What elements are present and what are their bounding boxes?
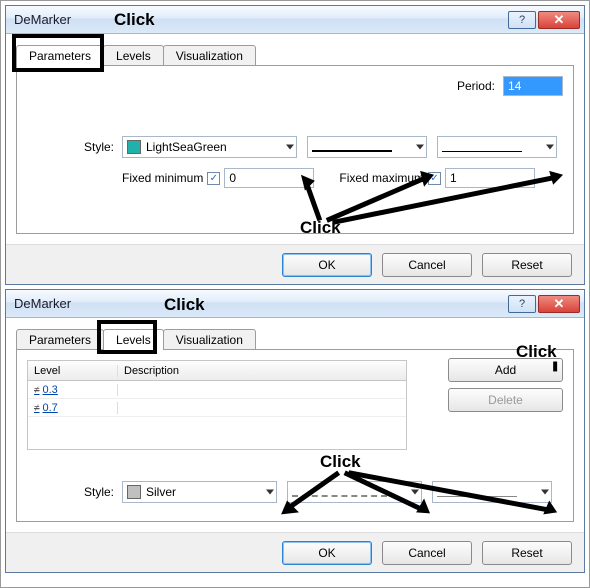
chevron-down-icon <box>411 490 419 495</box>
parameters-panel: Period: 14 Style: LightSeaGreen <box>16 65 574 234</box>
chevron-down-icon <box>416 145 424 150</box>
col-description: Description <box>118 365 406 377</box>
style-color-combo[interactable]: Silver <box>122 481 277 503</box>
tabs: Parameters Levels Visualization <box>16 44 574 65</box>
annotation-click: Click <box>300 218 341 238</box>
tab-parameters[interactable]: Parameters <box>16 45 104 66</box>
fixed-min-checkbox[interactable]: ✓ <box>207 172 220 185</box>
levels-panel: Level Description ≠0.3 ≠0.7 Add Delete S… <box>16 349 574 522</box>
col-level: Level <box>28 365 118 377</box>
period-label: Period: <box>443 79 503 93</box>
style-width-combo[interactable] <box>437 136 557 158</box>
reset-button[interactable]: Reset <box>482 253 572 277</box>
title-text: DeMarker <box>14 296 506 311</box>
color-name: Silver <box>146 485 176 499</box>
fixed-max-checkbox[interactable]: ✓ <box>428 172 441 185</box>
style-label: Style: <box>27 140 122 154</box>
period-input[interactable]: 14 <box>503 76 563 96</box>
cancel-button[interactable]: Cancel <box>382 253 472 277</box>
button-bar: OK Cancel Reset <box>6 532 584 572</box>
annotation-click: Click <box>164 295 205 315</box>
tab-levels[interactable]: Levels <box>103 329 164 350</box>
style-label: Style: <box>27 485 122 499</box>
help-button[interactable]: ? <box>508 11 536 29</box>
ok-button[interactable]: OK <box>282 541 372 565</box>
tab-visualization[interactable]: Visualization <box>163 45 256 66</box>
annotation-click: Click <box>114 10 155 30</box>
close-button[interactable]: ✕ <box>538 11 580 29</box>
dialog-levels: DeMarker ? ✕ Parameters Levels Visualiza… <box>5 289 585 573</box>
dialog-body: Parameters Levels Visualization Level De… <box>6 318 584 532</box>
chevron-down-icon <box>266 490 274 495</box>
table-row[interactable]: ≠0.3 <box>28 381 406 399</box>
fixed-max-label: Fixed maximum <box>339 171 424 185</box>
help-button[interactable]: ? <box>508 295 536 313</box>
dialog-parameters: DeMarker ? ✕ Parameters Levels Visualiza… <box>5 5 585 285</box>
tab-parameters[interactable]: Parameters <box>16 329 104 350</box>
titlebar: DeMarker ? ✕ <box>6 290 584 318</box>
fixed-min-label: Fixed minimum <box>122 171 203 185</box>
delete-button[interactable]: Delete <box>448 388 563 412</box>
fixed-min-input[interactable]: 0 <box>224 168 314 188</box>
level-value: 0.7 <box>43 402 58 414</box>
annotation-click: Click <box>320 452 361 472</box>
period-value: 14 <box>508 79 521 93</box>
style-width-combo[interactable] <box>432 481 552 503</box>
title-text: DeMarker <box>14 12 506 27</box>
cancel-button[interactable]: Cancel <box>382 541 472 565</box>
table-header: Level Description <box>28 361 406 381</box>
side-buttons: Add Delete <box>448 358 563 412</box>
color-swatch <box>127 140 141 154</box>
dialog-body: Parameters Levels Visualization Period: … <box>6 34 584 244</box>
annotation-click: Click <box>516 342 557 362</box>
fixed-max-value: 1 <box>450 171 457 185</box>
fixed-min-value: 0 <box>229 171 236 185</box>
chevron-down-icon <box>286 145 294 150</box>
chevron-down-icon <box>546 145 554 150</box>
close-button[interactable]: ✕ <box>538 295 580 313</box>
reset-button[interactable]: Reset <box>482 541 572 565</box>
tab-visualization[interactable]: Visualization <box>163 329 256 350</box>
ok-button[interactable]: OK <box>282 253 372 277</box>
titlebar: DeMarker ? ✕ <box>6 6 584 34</box>
style-line-combo[interactable] <box>307 136 427 158</box>
style-color-combo[interactable]: LightSeaGreen <box>122 136 297 158</box>
level-value: 0.3 <box>43 384 58 396</box>
fixed-max-input[interactable]: 1 <box>445 168 535 188</box>
color-name: LightSeaGreen <box>146 140 227 154</box>
color-swatch <box>127 485 141 499</box>
table-row[interactable]: ≠0.7 <box>28 399 406 417</box>
tabs: Parameters Levels Visualization <box>16 328 574 349</box>
button-bar: OK Cancel Reset <box>6 244 584 284</box>
tab-levels[interactable]: Levels <box>103 45 164 66</box>
levels-table: Level Description ≠0.3 ≠0.7 <box>27 360 407 450</box>
style-line-combo[interactable] <box>287 481 422 503</box>
chevron-down-icon <box>541 490 549 495</box>
